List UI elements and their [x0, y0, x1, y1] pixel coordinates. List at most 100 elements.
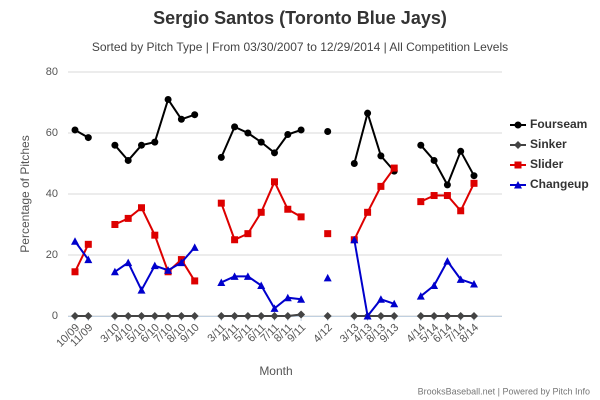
- legend-marker: [514, 121, 522, 129]
- y-axis-label: Percentage of Pitches: [18, 135, 32, 252]
- data-point: [376, 295, 385, 303]
- data-point: [164, 95, 172, 103]
- data-point: [164, 266, 173, 274]
- data-point: [244, 129, 252, 137]
- data-point: [191, 277, 199, 285]
- data-point: [364, 109, 372, 117]
- data-point: [257, 312, 266, 320]
- data-point: [284, 131, 292, 139]
- legend-label[interactable]: Slider: [530, 157, 564, 171]
- data-point: [138, 204, 145, 212]
- data-point: [231, 236, 239, 244]
- credits: BrooksBaseball.net | Powered by Pitch In…: [418, 386, 590, 396]
- x-axis-label: Month: [259, 364, 292, 378]
- data-point: [84, 240, 92, 248]
- data-point: [230, 272, 239, 280]
- data-point: [217, 153, 225, 161]
- data-point: [456, 275, 465, 283]
- data-point: [177, 115, 185, 123]
- data-point: [324, 230, 332, 238]
- data-point: [417, 198, 425, 206]
- data-point: [443, 312, 452, 320]
- data-point: [71, 237, 79, 245]
- data-point: [297, 213, 305, 221]
- chart-title: Sergio Santos (Toronto Blue Jays): [153, 8, 447, 28]
- data-point: [190, 243, 199, 251]
- data-point: [416, 292, 425, 300]
- data-point: [283, 293, 292, 302]
- data-point: [164, 312, 173, 320]
- data-point: [283, 312, 292, 320]
- data-point: [363, 312, 372, 320]
- legend-label[interactable]: Sinker: [530, 137, 567, 151]
- data-point: [417, 141, 425, 149]
- y-tick-label: 40: [46, 188, 58, 200]
- y-tick-label: 0: [52, 310, 58, 322]
- data-point: [71, 126, 79, 134]
- legend-marker: [514, 181, 522, 189]
- data-point: [231, 123, 239, 131]
- data-point: [390, 164, 398, 172]
- data-point: [457, 147, 465, 155]
- series-line: [353, 167, 396, 241]
- legend-label[interactable]: Changeup: [530, 177, 589, 191]
- data-point: [470, 279, 478, 288]
- data-point: [416, 312, 425, 320]
- data-point: [111, 221, 119, 228]
- data-point: [390, 312, 399, 320]
- data-point: [111, 141, 119, 149]
- data-point: [350, 312, 359, 320]
- data-point: [470, 312, 478, 320]
- legend-label[interactable]: Fourseam: [530, 117, 587, 131]
- data-point: [284, 205, 292, 213]
- data-point: [138, 141, 145, 149]
- data-point: [243, 312, 252, 320]
- chart-subtitle: Sorted by Pitch Type | From 03/30/2007 t…: [92, 40, 508, 54]
- data-point: [84, 255, 93, 264]
- x-tick-label: 4/12: [311, 322, 335, 346]
- data-point: [191, 111, 199, 119]
- data-point: [150, 261, 159, 270]
- data-point: [257, 138, 265, 146]
- data-point: [377, 152, 385, 160]
- data-point: [110, 312, 119, 320]
- series-line: [114, 97, 196, 162]
- series-line: [420, 144, 475, 188]
- data-point: [430, 281, 439, 289]
- data-point: [151, 138, 159, 146]
- series-line: [353, 109, 395, 172]
- data-point: [151, 231, 159, 239]
- data-point: [71, 268, 79, 276]
- data-point: [377, 182, 385, 190]
- y-tick-label: 80: [46, 66, 58, 78]
- data-point: [124, 214, 132, 222]
- series-line: [74, 243, 90, 273]
- data-point: [124, 156, 132, 164]
- data-point: [217, 278, 226, 286]
- y-tick-label: 60: [46, 127, 58, 139]
- legend-marker: [514, 161, 522, 169]
- data-point: [297, 310, 306, 319]
- data-point: [124, 258, 133, 267]
- data-point: [217, 312, 226, 320]
- data-point: [271, 149, 278, 157]
- data-point: [443, 257, 452, 265]
- data-point: [110, 267, 119, 276]
- data-point: [364, 208, 372, 216]
- data-point: [350, 160, 358, 167]
- data-point: [350, 235, 359, 244]
- data-point: [430, 312, 439, 320]
- series-line: [353, 239, 395, 319]
- data-point: [84, 134, 92, 142]
- data-point: [297, 126, 305, 134]
- data-point: [376, 312, 385, 320]
- y-tick-label: 20: [46, 249, 58, 261]
- data-point: [470, 172, 478, 180]
- data-point: [271, 178, 278, 186]
- data-point: [443, 192, 451, 200]
- data-point: [217, 199, 225, 207]
- series-line: [420, 259, 475, 297]
- data-point: [430, 192, 438, 200]
- data-point: [323, 312, 332, 320]
